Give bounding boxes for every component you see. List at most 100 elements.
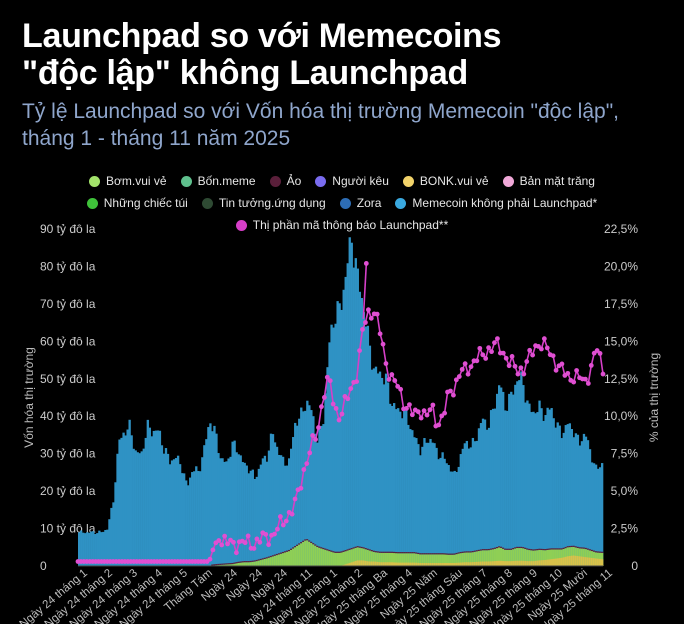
- launchpad-share-point: [377, 331, 383, 337]
- virtuals-bar: [340, 551, 343, 553]
- pump-fun-bar: [457, 553, 460, 566]
- memecoin-non-launchpad-bar: [122, 432, 125, 566]
- virtuals-bar: [235, 562, 238, 564]
- y2-tick-label: 12,5%: [604, 372, 638, 386]
- launchpad-share-point: [456, 374, 462, 379]
- memecoin-non-launchpad-bar: [370, 369, 374, 566]
- legend-item[interactable]: Memecoin không phải Launchpad*: [395, 196, 597, 210]
- legend-item[interactable]: Bơm.vui vẻ: [89, 174, 167, 188]
- legend-swatch: [235, 219, 247, 231]
- virtuals-bar: [401, 552, 404, 554]
- virtuals-bar: [314, 544, 317, 546]
- virtuals-bar: [518, 546, 521, 549]
- memecoin-non-launchpad-bar: [245, 465, 248, 566]
- legend-item[interactable]: Ảo: [269, 174, 301, 188]
- memecoin-non-launchpad-bar: [116, 453, 119, 566]
- launchpad-share-point: [462, 361, 468, 367]
- four-meme-bar: [415, 562, 418, 566]
- memecoin-non-launchpad-bar: [360, 298, 364, 566]
- pump-fun-bar: [427, 554, 430, 566]
- virtuals-bar: [479, 549, 483, 551]
- four-meme-bar: [411, 562, 414, 566]
- pump-fun-bar: [554, 549, 557, 566]
- memecoin-non-launchpad-bar: [189, 477, 192, 566]
- four-meme-bar: [463, 562, 466, 566]
- four-meme-bar: [366, 561, 370, 566]
- launchpad-share-point: [386, 377, 392, 382]
- pump-fun-bar: [271, 556, 275, 566]
- pump-fun-bar: [550, 549, 553, 566]
- launchpad-share-point: [354, 379, 360, 384]
- pump-fun-bar: [471, 552, 475, 566]
- launchpad-share-point: [289, 511, 295, 517]
- memecoin-non-launchpad-bar: [154, 430, 158, 566]
- launchpad-share-point: [357, 348, 362, 354]
- memecoin-non-launchpad-bar: [249, 470, 252, 566]
- memecoin-non-launchpad-bar: [267, 450, 271, 566]
- memecoin-non-launchpad-bar: [162, 453, 166, 566]
- memecoin-non-launchpad-bar: [411, 430, 414, 566]
- pump-fun-bar: [366, 549, 370, 566]
- virtuals-bar: [346, 549, 349, 551]
- pump-fun-bar: [540, 550, 543, 566]
- memecoin-non-launchpad-bar: [330, 324, 333, 566]
- virtuals-bar: [362, 547, 366, 549]
- memecoin-non-launchpad-bar: [348, 237, 351, 566]
- memecoin-non-launchpad-bar: [253, 478, 256, 566]
- legend-item[interactable]: Bốn.meme: [180, 174, 256, 188]
- memecoin-non-launchpad-bar: [265, 461, 269, 566]
- pump-fun-bar: [340, 552, 343, 566]
- launchpad-share-point: [489, 349, 494, 355]
- memecoin-non-launchpad-bar: [518, 380, 521, 566]
- y2-tick-label: 15,0%: [604, 334, 638, 348]
- legend-item[interactable]: Bản mặt trăng: [502, 174, 595, 188]
- launchpad-share-point: [492, 340, 497, 346]
- y-tick-label: 90 tỷ đô la: [40, 222, 96, 236]
- four-meme-bar: [487, 561, 491, 566]
- legend-item[interactable]: Thị phần mã thông báo Launchpad**: [235, 218, 448, 232]
- memecoin-non-launchpad-bar: [471, 437, 475, 566]
- virtuals-bar: [358, 546, 361, 548]
- pump-fun-bar: [243, 562, 246, 566]
- legend-item[interactable]: Những chiếc túi: [86, 196, 188, 210]
- virtuals-bar: [596, 551, 600, 553]
- four-meme-bar: [574, 555, 578, 566]
- virtuals-bar: [489, 548, 493, 550]
- four-meme-bar: [546, 559, 549, 566]
- memecoin-non-launchpad-bar: [395, 409, 398, 566]
- launchpad-share-point: [459, 366, 465, 372]
- pump-fun-bar: [518, 548, 521, 566]
- legend-item[interactable]: Người kêu: [315, 174, 389, 188]
- pump-fun-bar: [261, 559, 265, 566]
- memecoin-non-launchpad-bar: [544, 415, 547, 566]
- memecoin-non-launchpad-bar: [510, 391, 513, 566]
- virtuals-bar: [223, 563, 226, 565]
- chart-title: Launchpad so với Memecoins "độc lập" khô…: [22, 17, 502, 92]
- virtuals-bar: [285, 550, 289, 552]
- memecoin-non-launchpad-bar: [209, 423, 212, 566]
- four-meme-bar: [578, 556, 582, 566]
- memecoin-non-launchpad-bar: [508, 393, 511, 566]
- legend-item[interactable]: BONK.vui vẻ: [402, 174, 489, 188]
- memecoin-non-launchpad-bar: [419, 455, 422, 566]
- launchpad-share-point: [389, 372, 395, 377]
- four-meme-bar: [473, 562, 477, 566]
- memecoin-non-launchpad-bar: [132, 448, 135, 566]
- four-meme-bar: [395, 562, 398, 566]
- launchpad-share-point: [398, 386, 404, 392]
- pump-fun-bar: [358, 547, 361, 566]
- title-line-1: Launchpad so với Memecoins: [22, 17, 502, 55]
- memecoin-non-launchpad-bar: [368, 345, 372, 566]
- virtuals-bar: [427, 553, 430, 555]
- four-meme-bar: [393, 562, 396, 566]
- memecoin-non-launchpad-bar: [380, 377, 384, 566]
- pump-fun-bar: [439, 554, 442, 566]
- four-meme-bar: [495, 560, 499, 566]
- legend-item[interactable]: Tin tưởng.ứng dụng: [201, 196, 326, 210]
- launchpad-share-point: [266, 542, 272, 548]
- legend-item[interactable]: Zora: [339, 196, 381, 210]
- virtuals-bar: [532, 549, 535, 551]
- virtuals-bar: [506, 548, 509, 550]
- pump-fun-bar: [221, 564, 224, 566]
- four-meme-bar: [582, 556, 586, 566]
